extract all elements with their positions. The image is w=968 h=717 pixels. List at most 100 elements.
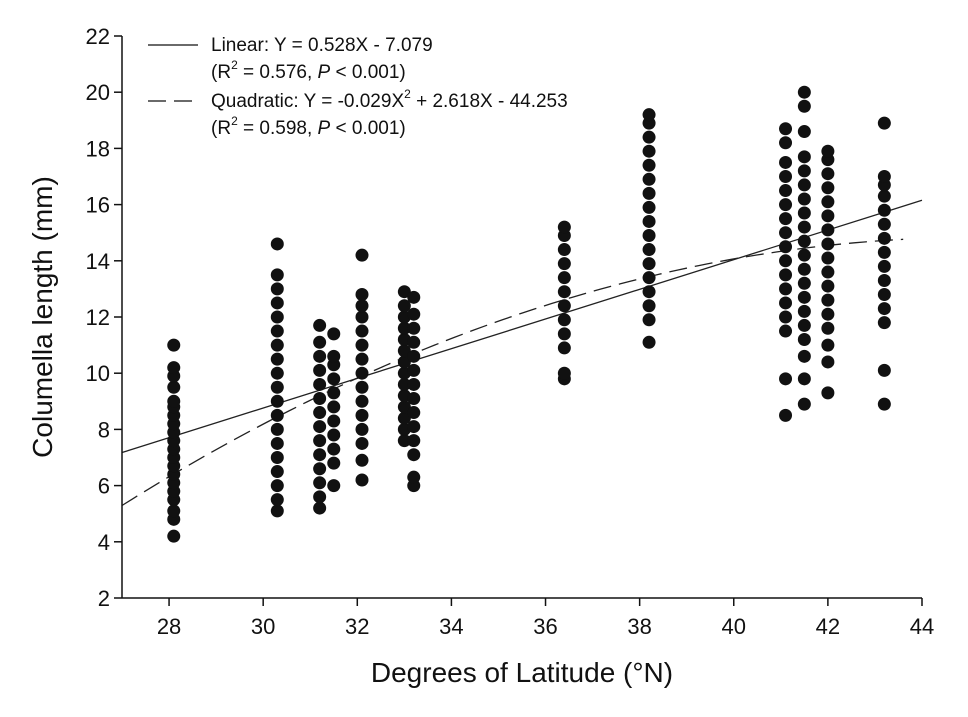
data-point xyxy=(557,271,571,285)
data-point xyxy=(270,268,284,282)
data-point xyxy=(779,324,793,338)
data-point xyxy=(779,122,793,136)
data-point xyxy=(642,130,656,144)
data-point xyxy=(779,212,793,226)
data-point xyxy=(270,237,284,251)
quadratic-fit-line xyxy=(121,238,904,507)
data-point xyxy=(642,299,656,313)
data-point xyxy=(821,209,835,223)
data-point xyxy=(407,290,421,304)
data-point xyxy=(270,394,284,408)
data-point xyxy=(407,420,421,434)
data-point xyxy=(557,313,571,327)
data-point xyxy=(797,332,811,346)
data-point xyxy=(877,203,891,217)
x-axis-title: Degrees of Latitude (°N) xyxy=(371,657,673,688)
x-tick-label: 40 xyxy=(722,614,746,639)
data-point xyxy=(642,257,656,271)
data-point xyxy=(557,327,571,341)
data-point xyxy=(797,318,811,332)
data-point xyxy=(821,307,835,321)
data-point xyxy=(821,195,835,209)
data-point xyxy=(779,226,793,240)
data-point xyxy=(327,428,341,442)
data-point xyxy=(327,372,341,386)
x-tick-label: 44 xyxy=(910,614,934,639)
y-tick-label: 10 xyxy=(86,361,110,386)
data-point xyxy=(167,338,181,352)
y-tick-label: 12 xyxy=(86,305,110,330)
data-point xyxy=(270,352,284,366)
data-point xyxy=(313,434,327,448)
y-axis-title: Columella length (mm) xyxy=(27,176,58,458)
data-point xyxy=(313,476,327,490)
data-point xyxy=(313,448,327,462)
data-point xyxy=(407,377,421,391)
data-point xyxy=(779,184,793,198)
data-point xyxy=(355,248,369,262)
data-point xyxy=(355,473,369,487)
data-point xyxy=(407,470,421,484)
data-point xyxy=(270,504,284,518)
data-point xyxy=(397,299,411,313)
data-point xyxy=(779,408,793,422)
data-point xyxy=(327,414,341,428)
data-point xyxy=(270,380,284,394)
data-point xyxy=(642,144,656,158)
y-tick-label: 14 xyxy=(86,249,110,274)
data-point xyxy=(642,285,656,299)
data-point xyxy=(779,310,793,324)
legend: Linear: Y = 0.528X - 7.079 (R2 = 0.576, … xyxy=(148,35,568,139)
data-point xyxy=(797,397,811,411)
data-point xyxy=(797,125,811,139)
data-point xyxy=(313,391,327,405)
y-tick-label: 16 xyxy=(86,193,110,218)
x-tick-label: 34 xyxy=(439,614,463,639)
y-tick-label: 4 xyxy=(98,530,110,555)
data-point xyxy=(877,273,891,287)
data-point xyxy=(797,164,811,178)
data-point xyxy=(642,186,656,200)
data-point xyxy=(877,217,891,231)
data-point xyxy=(557,299,571,313)
y-tick-label: 18 xyxy=(86,136,110,161)
data-point xyxy=(821,237,835,251)
data-point xyxy=(642,200,656,214)
data-point xyxy=(313,318,327,332)
data-point xyxy=(355,436,369,450)
y-ticks: 2 4 6 8 10 12 14 16 18 20 22 xyxy=(86,24,122,611)
data-point xyxy=(397,344,411,358)
data-point xyxy=(167,361,181,375)
data-point xyxy=(797,248,811,262)
x-tick-label: 42 xyxy=(816,614,840,639)
data-point xyxy=(797,304,811,318)
data-point xyxy=(167,380,181,394)
data-point xyxy=(797,372,811,386)
data-point xyxy=(877,231,891,245)
data-point xyxy=(779,155,793,169)
data-point xyxy=(407,363,421,377)
data-point xyxy=(642,313,656,327)
data-point xyxy=(642,172,656,186)
data-point xyxy=(877,170,891,183)
data-point xyxy=(167,504,181,518)
data-point xyxy=(797,290,811,304)
data-point xyxy=(821,321,835,335)
data-point xyxy=(397,411,411,425)
data-point xyxy=(327,442,341,456)
data-point xyxy=(313,490,327,504)
data-point xyxy=(355,394,369,408)
data-point xyxy=(779,372,793,386)
x-ticks: 28 30 32 34 36 38 40 42 44 xyxy=(157,598,934,639)
data-point xyxy=(877,397,891,411)
data-point xyxy=(877,363,891,377)
data-point xyxy=(407,349,421,363)
data-point xyxy=(407,434,421,448)
data-point xyxy=(797,85,811,99)
data-point xyxy=(167,529,181,543)
y-tick-label: 22 xyxy=(86,24,110,49)
data-point xyxy=(877,189,891,203)
data-point xyxy=(779,296,793,310)
data-point xyxy=(407,448,421,462)
data-point xyxy=(313,349,327,363)
